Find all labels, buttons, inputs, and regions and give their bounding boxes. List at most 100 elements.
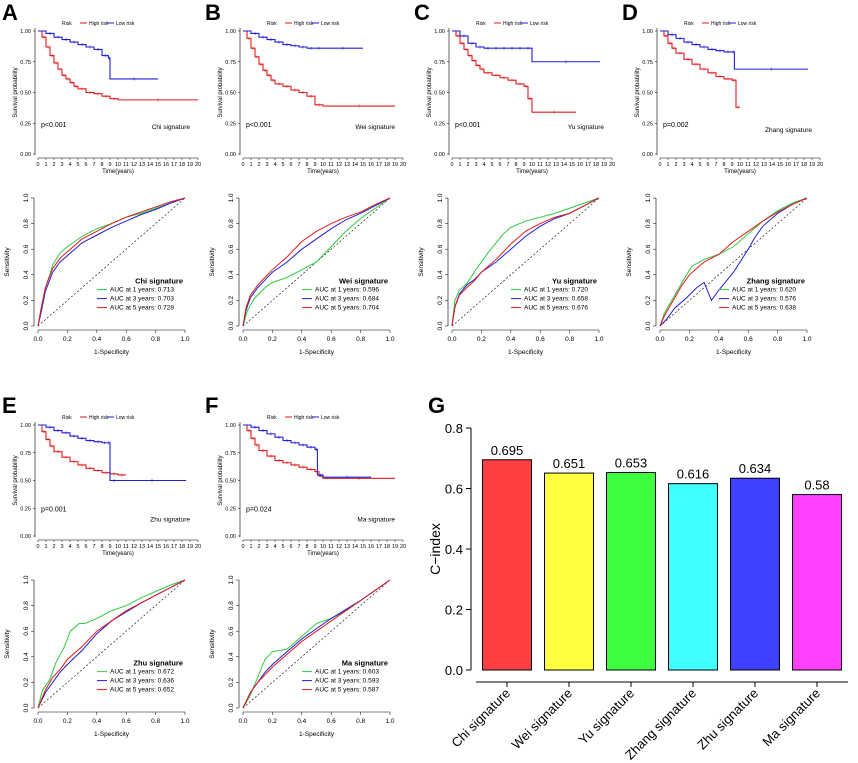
legend-title: Risk (267, 21, 277, 27)
legend-title: Risk (684, 21, 694, 27)
x-tick-label: 19 (601, 162, 607, 168)
km-curve-high-risk (452, 30, 576, 113)
roc-curve-3-years (37, 197, 186, 327)
panel-letter-g: G (428, 393, 446, 418)
x-axis-title: Time(years) (307, 551, 339, 557)
x-tick-label: 1 (44, 162, 47, 168)
y-tick-label: 0.4 (23, 652, 30, 661)
x-tick-label: 0.0 (238, 718, 247, 725)
y-axis-title: Survival probability (218, 67, 224, 117)
x-tick-label: 19 (392, 162, 398, 168)
roc-plot-e: 0.0 0.2 0.4 0.6 0.8 1.0 0.0 0.2 0.4 0.6 0.8 1.0 1-Sp… (4, 575, 190, 738)
x-tick-label: 17 (171, 544, 177, 550)
legend-label: High risk (89, 415, 109, 421)
y-axis-title: Sensitivity (418, 247, 425, 277)
x-axis-title: 1-Specificity (94, 731, 130, 738)
signature-label: Zhu signature (150, 517, 190, 524)
y-tick-label: 0.8 (445, 421, 463, 436)
x-tick-label: 20 (400, 544, 406, 550)
y-tick-label: 0.0 (228, 703, 235, 712)
y-tick-label: 1.00 (225, 423, 236, 429)
x-tick-label: 0.4 (506, 336, 515, 343)
km-curve-high-risk (243, 30, 395, 107)
x-tick-label: 16 (785, 162, 791, 168)
legend-label: AUC at 5 years: 0.676 (524, 305, 588, 312)
legend-label: Low risk (321, 415, 340, 421)
legend-label: High risk (294, 415, 314, 421)
x-tick-label: 5 (76, 544, 79, 550)
x-tick-label: 1 (249, 162, 252, 168)
x-tick-label: 15 (569, 162, 575, 168)
y-tick-label: 1.0 (228, 193, 235, 202)
signature-label: Ma signature (357, 517, 395, 524)
roc-curve-5-years (37, 197, 186, 327)
x-tick-label: 6 (289, 544, 292, 550)
y-tick-label: 0.6 (445, 482, 463, 497)
x-tick-label: 3 (265, 162, 268, 168)
x-tick-label: 5 (281, 162, 284, 168)
x-tick-label: 3 (60, 544, 63, 550)
km-curve-low-risk (243, 30, 363, 49)
x-tick-label: 15 (777, 162, 783, 168)
x-tick-label: 12 (336, 544, 342, 550)
km-curve-low-risk (660, 30, 808, 70)
x-tick-label: 11 (328, 544, 334, 550)
y-tick-label: 0.50 (20, 91, 31, 97)
x-tick-label: 6 (498, 162, 501, 168)
km-curve-high-risk (243, 424, 395, 479)
bar-value-label: 0.58 (804, 478, 829, 493)
y-tick-label: 0.4 (437, 270, 444, 279)
y-tick-label: 0.8 (23, 219, 30, 228)
x-tick-label: 17 (171, 162, 177, 168)
x-tick-label: 18 (179, 162, 185, 168)
y-tick-label: 1.0 (228, 575, 235, 584)
y-axis-title: Survival probability (635, 67, 641, 117)
roc-curve-1-years (242, 197, 391, 327)
x-tick-label: 9 (730, 162, 733, 168)
legend-label: High risk (711, 21, 731, 27)
x-tick-label: 0.8 (356, 336, 365, 343)
y-tick-label: 0.2 (23, 296, 30, 305)
x-tick-label: 10 (320, 162, 326, 168)
x-tick-label: 6 (84, 162, 87, 168)
x-tick-label: Yu signature (575, 686, 637, 748)
x-tick-label: 4 (690, 162, 693, 168)
x-tick-label: 0.6 (122, 718, 131, 725)
y-tick-label: 1.0 (23, 193, 30, 202)
legend-label: Low risk (321, 21, 340, 27)
legend-label: Low risk (530, 21, 549, 27)
y-tick-label: 0.2 (645, 296, 652, 305)
y-tick-label: 0.0 (228, 321, 235, 330)
legend-label: AUC at 3 years: 0.593 (315, 678, 379, 685)
x-tick-label: 1.0 (385, 718, 394, 725)
signature-label: Ma signature (342, 659, 388, 668)
x-tick-label: 20 (817, 162, 823, 168)
x-tick-label: 0.6 (327, 336, 336, 343)
x-tick-label: 10 (529, 162, 535, 168)
y-tick-label: 0.2 (445, 603, 463, 618)
x-tick-label: 19 (187, 162, 193, 168)
y-tick-label: 0.8 (645, 219, 652, 228)
y-axis-title: Survival probability (218, 455, 224, 505)
x-tick-label: 0.0 (33, 718, 42, 725)
x-tick-label: Wei signature (508, 686, 575, 753)
y-tick-label: 1.00 (642, 29, 653, 35)
x-tick-label: 5 (698, 162, 701, 168)
x-tick-label: 7 (92, 544, 95, 550)
roc-curve-5-years (242, 197, 391, 327)
y-tick-label: 0.25 (225, 121, 236, 127)
y-tick-label: 1.0 (23, 575, 30, 584)
x-tick-label: 6 (706, 162, 709, 168)
legend-label: AUC at 1 years: 0.596 (315, 287, 379, 294)
roc-curve-1-years (37, 579, 186, 709)
y-tick-label: 0.4 (228, 652, 235, 661)
panel-letter-a: A (2, 0, 18, 25)
x-axis-title: Time(years) (516, 169, 548, 175)
y-axis-title: Sensitivity (4, 629, 11, 659)
y-tick-label: 0.50 (225, 479, 236, 485)
x-tick-label: 11 (745, 162, 751, 168)
x-tick-label: 0.8 (773, 336, 782, 343)
x-tick-label: 15 (360, 544, 366, 550)
y-tick-label: 0.00 (225, 534, 236, 540)
roc-curve-3-years (659, 197, 808, 327)
